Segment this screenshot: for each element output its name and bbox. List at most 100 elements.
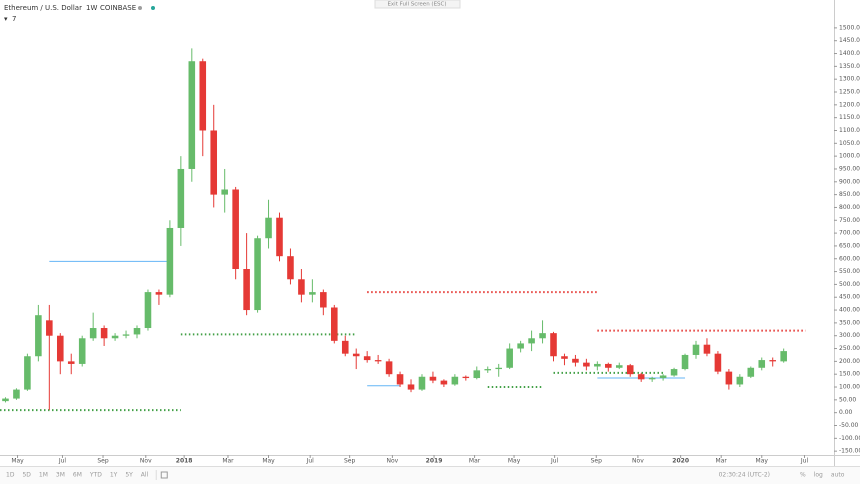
- scale-option[interactable]: %: [800, 472, 806, 479]
- status-dot: [138, 6, 142, 10]
- x-tick-label: 2018: [176, 458, 193, 465]
- candle-body: [341, 340, 349, 354]
- y-tick-label: 450.00: [839, 294, 860, 301]
- candle-body: [648, 378, 656, 380]
- x-tick-label: Jul: [800, 458, 809, 465]
- x-tick-label: Nov: [387, 458, 399, 465]
- range-button[interactable]: 5D: [22, 472, 31, 479]
- exit-button[interactable]: [374, 0, 461, 9]
- y-tick-label: -100.00: [839, 435, 860, 442]
- candle-body: [451, 376, 459, 385]
- candle-body: [331, 307, 338, 341]
- candle-body: [35, 315, 42, 357]
- indicator-toggle[interactable]: ▾: [4, 15, 8, 23]
- scale-option[interactable]: auto: [831, 472, 845, 479]
- y-tick-label: 950.00: [839, 165, 860, 172]
- candle-body: [670, 369, 678, 376]
- exchange: COINBASE: [100, 4, 136, 12]
- y-tick-label: 200.00: [839, 358, 860, 365]
- range-button[interactable]: 1D: [6, 472, 15, 479]
- x-tick-label: Nov: [632, 458, 644, 465]
- candle-body: [462, 376, 470, 379]
- candle-body: [780, 351, 787, 362]
- candle-body: [714, 353, 722, 372]
- candle-body: [659, 375, 667, 379]
- y-tick-label: 1250.00: [839, 89, 860, 96]
- y-tick-label: 400.00: [839, 307, 860, 314]
- y-tick-label: 1000.00: [839, 153, 860, 160]
- candle-body: [594, 363, 601, 367]
- x-tick-label: Nov: [140, 458, 152, 465]
- range-button[interactable]: 3M: [56, 472, 65, 479]
- y-tick-label: 700.00: [839, 230, 860, 237]
- x-tick-label: Jul: [550, 458, 559, 465]
- range-button[interactable]: 1Y: [110, 472, 118, 479]
- candle-body: [133, 328, 141, 335]
- candle-body: [703, 344, 711, 354]
- x-tick-label: May: [508, 458, 521, 465]
- plot: -150.00 -100.00 -50.00 0.00 50.00 100.00 150.0…: [0, 24, 860, 465]
- candle-body: [254, 238, 261, 311]
- candle-body: [473, 370, 481, 379]
- candle-body: [56, 335, 64, 362]
- y-tick-label: 100.00: [839, 384, 860, 391]
- candle-body: [626, 365, 634, 375]
- y-tick-label: 1200.00: [839, 101, 860, 108]
- x-tick-label: 2019: [426, 458, 443, 465]
- candle-body: [758, 360, 766, 368]
- toolbar: 1D 5D 1M 3M 6M YTD 1Y 5Y All 02:30:24 (UTC-2)% log…: [6, 470, 845, 480]
- x-tick-label: Mar: [716, 458, 728, 465]
- candle-body: [692, 344, 700, 355]
- candle-body: [528, 338, 535, 344]
- candle-body: [681, 354, 689, 370]
- header: Ethereum / U.S. Dollar 1W COINBASE ▾ 7: [4, 4, 155, 23]
- range-button[interactable]: All: [141, 472, 149, 479]
- candle-body: [122, 334, 130, 336]
- candle-body: [100, 328, 108, 339]
- range-button[interactable]: YTD: [89, 472, 102, 479]
- candle-body: [506, 348, 513, 368]
- y-tick-label: 850.00: [839, 191, 860, 198]
- candle-body: [155, 292, 163, 295]
- clock: 02:30:24 (UTC-2): [719, 472, 770, 479]
- candle-body: [725, 371, 733, 385]
- candle-body: [309, 292, 316, 295]
- scale-option[interactable]: log: [814, 472, 823, 479]
- x-tick-label: Mar: [222, 458, 234, 465]
- candle-body: [287, 256, 294, 280]
- date-range-icon[interactable]: [160, 471, 168, 479]
- y-tick-label: -150.00: [839, 448, 860, 455]
- candle-body: [46, 320, 53, 336]
- candle-body: [232, 189, 239, 270]
- candle-body: [484, 369, 492, 371]
- range-button[interactable]: 1M: [39, 472, 48, 479]
- x-tick-label: May: [262, 458, 275, 465]
- x-tick-label: Sep: [97, 458, 109, 465]
- candle-body: [276, 217, 283, 257]
- y-tick-label: 550.00: [839, 268, 860, 275]
- y-tick-label: 650.00: [839, 242, 860, 249]
- candle-body: [517, 343, 524, 349]
- candle-body: [736, 376, 744, 385]
- candle-body: [747, 367, 755, 377]
- y-tick-label: 150.00: [839, 371, 860, 378]
- candle-body: [111, 335, 119, 339]
- exit-button-label[interactable]: Exit Full Screen (ESC): [387, 2, 446, 8]
- y-tick-label: 900.00: [839, 178, 860, 185]
- x-tick-label: 2020: [672, 458, 689, 465]
- y-tick-label: 800.00: [839, 204, 860, 211]
- candle-body: [221, 189, 228, 195]
- candle-body: [572, 358, 579, 363]
- y-tick-label: 1300.00: [839, 76, 860, 83]
- y-tick-label: 1450.00: [839, 37, 860, 44]
- indicator-count[interactable]: 7: [12, 15, 16, 23]
- range-button[interactable]: 6M: [73, 472, 82, 479]
- candle-body: [539, 333, 546, 339]
- range-button[interactable]: 5Y: [125, 472, 133, 479]
- candle-body: [418, 376, 426, 390]
- candle-body: [363, 356, 371, 361]
- interval[interactable]: 1W: [86, 4, 97, 12]
- y-tick-label: 500.00: [839, 281, 860, 288]
